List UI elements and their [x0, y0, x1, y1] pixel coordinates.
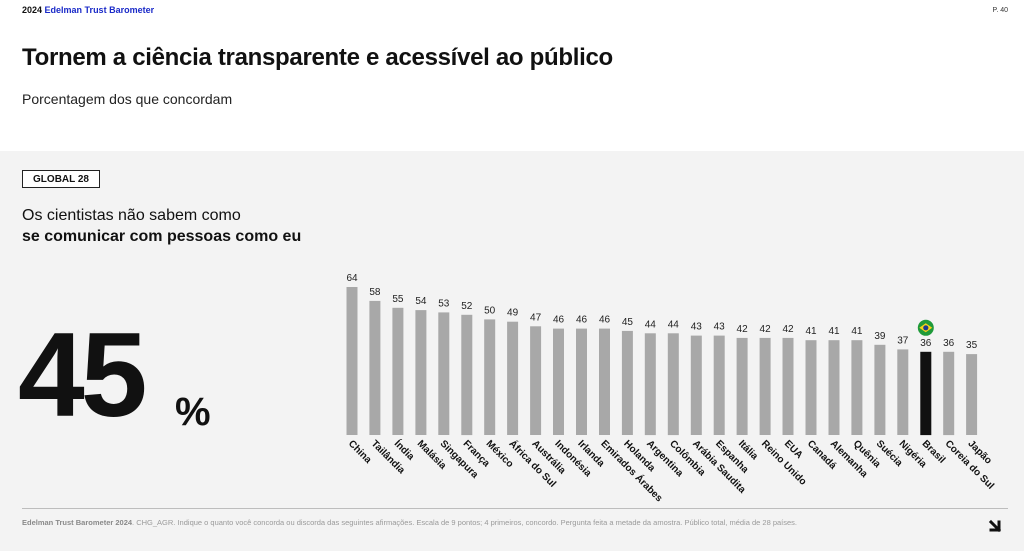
- bar-2: [392, 307, 404, 435]
- bar-0: [346, 287, 358, 435]
- bar-26: [943, 351, 955, 436]
- value-label-25: 36: [920, 338, 932, 349]
- bar-23: [874, 344, 886, 435]
- value-label-0: 64: [346, 273, 358, 284]
- value-label-7: 49: [507, 308, 519, 319]
- value-label-13: 44: [645, 319, 657, 330]
- value-label-23: 39: [874, 331, 886, 342]
- bar-4: [438, 312, 450, 435]
- value-label-16: 43: [714, 322, 726, 333]
- value-label-9: 46: [553, 315, 565, 326]
- bar-13: [644, 333, 656, 436]
- value-label-20: 41: [805, 326, 817, 337]
- bar-9: [553, 328, 564, 435]
- report-header: 2024 Edelman Trust Barometer: [22, 5, 154, 15]
- value-label-19: 42: [782, 324, 794, 335]
- bar-12: [621, 330, 633, 435]
- value-label-12: 45: [622, 317, 634, 328]
- value-label-14: 44: [668, 319, 680, 330]
- statement-line-2: se comunicar com pessoas como eu: [22, 228, 302, 245]
- bar-1: [369, 300, 381, 435]
- bar-25: [920, 351, 932, 436]
- page-subtitle: Porcentagem dos que concordam: [22, 91, 233, 107]
- global-badge: GLOBAL 28: [22, 170, 100, 188]
- value-label-15: 43: [691, 322, 703, 333]
- brazil-flag-icon: [917, 319, 934, 336]
- bar-14: [667, 333, 679, 436]
- bar-11: [599, 328, 610, 435]
- bar-8: [530, 326, 542, 435]
- value-label-22: 41: [851, 326, 863, 337]
- bar-22: [851, 340, 863, 435]
- value-label-27: 35: [966, 340, 978, 351]
- bar-24: [897, 349, 909, 435]
- bar-15: [690, 335, 702, 435]
- value-label-2: 55: [392, 294, 404, 305]
- page-title: Tornem a ciência transparente e acessíve…: [22, 44, 613, 71]
- value-label-1: 58: [369, 287, 381, 298]
- value-label-5: 52: [461, 301, 473, 312]
- category-label-0: China: [346, 438, 374, 466]
- report-year: 2024: [22, 5, 43, 15]
- bar-5: [461, 314, 473, 436]
- value-label-6: 50: [484, 305, 496, 316]
- bar-16: [713, 335, 725, 435]
- value-label-21: 41: [828, 326, 840, 337]
- value-label-18: 42: [760, 324, 772, 335]
- bar-10: [576, 328, 587, 435]
- value-label-3: 54: [415, 296, 427, 307]
- bar-18: [759, 337, 771, 435]
- statement-line-1: Os cientistas não sabem como: [22, 207, 241, 224]
- page-number: P. 40: [992, 7, 1008, 14]
- value-label-24: 37: [897, 335, 909, 346]
- bar-6: [484, 319, 496, 435]
- value-label-10: 46: [576, 315, 588, 326]
- footnote-text: . CHG_AGR. Indique o quanto você concord…: [132, 518, 798, 527]
- value-label-4: 53: [438, 298, 450, 309]
- bar-19: [782, 337, 794, 435]
- bar-20: [805, 340, 817, 435]
- bar-21: [828, 340, 840, 435]
- value-label-11: 46: [599, 315, 611, 326]
- value-label-17: 42: [737, 324, 749, 335]
- bar-27: [966, 354, 978, 435]
- brand-name: Edelman Trust Barometer: [44, 5, 155, 15]
- value-label-26: 36: [943, 338, 955, 349]
- footer-divider: [22, 508, 1008, 509]
- bar-17: [736, 337, 748, 435]
- arrow-down-right-icon[interactable]: [984, 516, 1006, 538]
- footnote: Edelman Trust Barometer 2024. CHG_AGR. I…: [22, 518, 797, 527]
- value-label-8: 47: [530, 312, 542, 323]
- footnote-source: Edelman Trust Barometer 2024: [22, 518, 133, 527]
- percent-sign: %: [175, 390, 211, 434]
- bar-7: [507, 321, 519, 435]
- global-percentage: 45: [18, 308, 147, 442]
- bar-3: [415, 310, 427, 435]
